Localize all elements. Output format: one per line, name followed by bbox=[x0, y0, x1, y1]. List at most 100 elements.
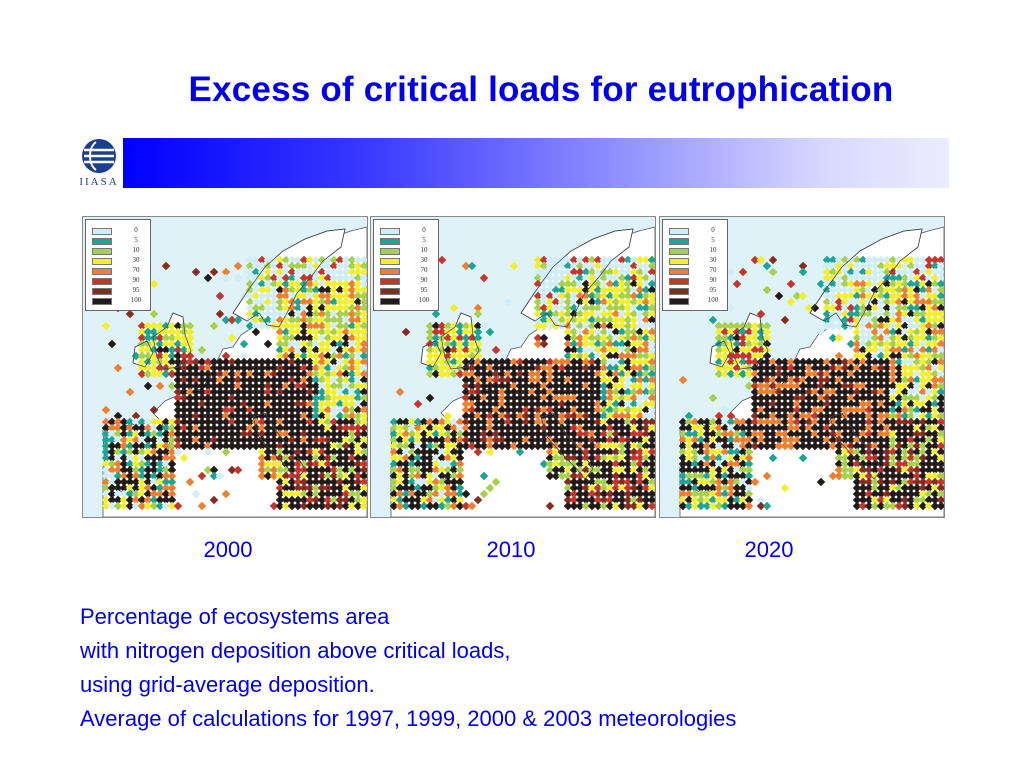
grid-cell bbox=[443, 495, 453, 505]
grid-cell bbox=[167, 369, 177, 379]
grid-cell bbox=[515, 429, 525, 439]
grid-cell bbox=[828, 429, 838, 439]
grid-cell bbox=[762, 441, 772, 451]
grid-cell bbox=[575, 429, 585, 439]
grid-cell bbox=[293, 327, 303, 337]
grid-cell bbox=[167, 501, 177, 511]
grid-cell bbox=[347, 417, 357, 427]
grid-cell bbox=[455, 423, 465, 433]
grid-cell bbox=[509, 399, 519, 409]
grid-cell bbox=[810, 375, 820, 385]
grid-cell bbox=[575, 441, 585, 451]
grid-cell bbox=[647, 291, 655, 301]
grid-cell bbox=[515, 369, 525, 379]
grid-cell bbox=[894, 309, 904, 319]
grid-cell bbox=[858, 297, 868, 307]
grid-cell bbox=[257, 423, 267, 433]
grid-cell bbox=[521, 417, 531, 427]
grid-cell bbox=[425, 429, 435, 439]
grid-cell bbox=[335, 465, 345, 475]
grid-cell bbox=[323, 489, 333, 499]
grid-cell bbox=[521, 357, 531, 367]
grid-cell bbox=[359, 495, 367, 505]
grid-cell bbox=[317, 363, 327, 373]
grid-cell bbox=[137, 489, 147, 499]
grid-cell bbox=[623, 309, 633, 319]
grid-cell bbox=[894, 321, 904, 331]
grid-cell bbox=[545, 411, 555, 421]
grid-cell bbox=[245, 381, 255, 391]
grid-cell bbox=[635, 285, 645, 295]
grid-cell bbox=[539, 333, 549, 343]
grid-cell bbox=[227, 435, 237, 445]
grid-cell bbox=[864, 321, 874, 331]
grid-cell bbox=[245, 399, 255, 409]
grid-cell bbox=[449, 501, 459, 511]
grid-cell bbox=[786, 375, 796, 385]
grid-cell bbox=[401, 447, 411, 457]
grid-cell bbox=[846, 285, 856, 295]
grid-cell bbox=[413, 483, 423, 493]
grid-cell bbox=[876, 399, 886, 409]
grid-cell bbox=[846, 303, 856, 313]
grid-cell bbox=[774, 363, 784, 373]
grid-cell bbox=[792, 369, 802, 379]
grid-cell bbox=[317, 273, 327, 283]
grid-cell bbox=[299, 375, 309, 385]
grid-cell bbox=[341, 429, 351, 439]
grid-cell bbox=[101, 423, 111, 433]
grid-cell bbox=[323, 315, 333, 325]
grid-cell bbox=[179, 357, 189, 367]
grid-cell bbox=[353, 375, 363, 385]
grid-cell bbox=[545, 453, 555, 463]
grid-cell bbox=[888, 423, 898, 433]
grid-cell bbox=[467, 435, 477, 445]
legend-label: 30 bbox=[132, 256, 140, 264]
grid-cell bbox=[233, 411, 243, 421]
grid-cell bbox=[173, 429, 183, 439]
grid-cell bbox=[485, 423, 495, 433]
grid-cell bbox=[323, 291, 333, 301]
grid-cell bbox=[918, 477, 928, 487]
grid-cell bbox=[611, 345, 621, 355]
grid-cell bbox=[119, 465, 129, 475]
grid-cell bbox=[455, 471, 465, 481]
grid-cell bbox=[269, 387, 279, 397]
grid-cell bbox=[623, 303, 633, 313]
grid-cell bbox=[533, 309, 543, 319]
grid-cell bbox=[726, 321, 736, 331]
grid-cell bbox=[569, 285, 579, 295]
grid-cell bbox=[870, 327, 880, 337]
grid-cell bbox=[443, 501, 453, 511]
grid-cell bbox=[641, 447, 651, 457]
grid-cell bbox=[179, 351, 189, 361]
grid-cell bbox=[293, 381, 303, 391]
grid-cell bbox=[179, 375, 189, 385]
coastline bbox=[829, 412, 883, 480]
grid-cell bbox=[269, 501, 279, 511]
grid-cell bbox=[149, 327, 159, 337]
grid-cell bbox=[353, 363, 363, 373]
grid-cell bbox=[569, 423, 579, 433]
grid-cell bbox=[575, 453, 585, 463]
grid-cell bbox=[593, 441, 603, 451]
grid-cell bbox=[149, 339, 159, 349]
grid-cell bbox=[305, 435, 315, 445]
grid-cell bbox=[876, 381, 886, 391]
grid-cell bbox=[912, 345, 922, 355]
grid-cell bbox=[317, 489, 327, 499]
grid-cell bbox=[413, 489, 423, 499]
grid-cell bbox=[834, 417, 844, 427]
grid-cell bbox=[864, 327, 874, 337]
grid-cell bbox=[545, 315, 555, 325]
grid-cell bbox=[413, 447, 423, 457]
grid-cell bbox=[623, 363, 633, 373]
grid-cell bbox=[209, 405, 219, 415]
grid-cell bbox=[876, 501, 886, 511]
grid-cell bbox=[359, 489, 367, 499]
grid-cell bbox=[485, 399, 495, 409]
grid-cell bbox=[437, 459, 447, 469]
grid-cell bbox=[882, 339, 892, 349]
grid-cell bbox=[551, 417, 561, 427]
grid-cell bbox=[726, 327, 736, 337]
